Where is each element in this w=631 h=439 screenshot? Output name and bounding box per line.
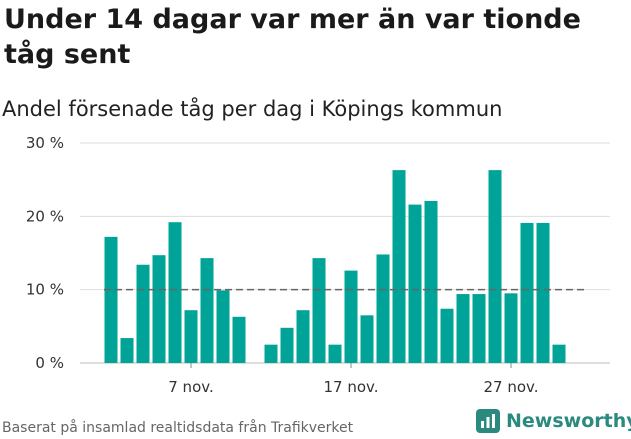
bar (312, 258, 326, 363)
bar (344, 270, 358, 363)
bar (360, 315, 374, 363)
x-tick-label: 27 nov. (483, 378, 538, 396)
bar (408, 204, 422, 363)
bar (472, 294, 486, 363)
bar-chart-logo-icon (476, 409, 500, 433)
y-tick-label: 20 % (26, 207, 64, 225)
y-tick-label: 10 % (26, 281, 64, 299)
bar (536, 222, 550, 363)
page-title: Under 14 dagar var mer än var tionde tåg… (4, 4, 581, 70)
x-tick-label: 17 nov. (323, 378, 378, 396)
y-tick-label: 0 % (35, 354, 64, 372)
bar (552, 344, 566, 363)
x-tick-label: 7 nov. (168, 378, 213, 396)
y-tick-label: 30 % (26, 134, 64, 152)
bar (136, 264, 150, 363)
bar (296, 310, 310, 363)
bar (264, 344, 278, 363)
chart-subtitle: Andel försenade tåg per dag i Köpings ko… (2, 97, 503, 121)
brand-name: Newsworthy (506, 410, 631, 432)
bar (216, 290, 230, 363)
brand-logo[interactable]: Newsworthy (476, 409, 631, 433)
bar-chart: 0 % 10 % 20 % 30 % 7 nov. 17 nov. 27 nov. (26, 134, 610, 396)
bar (232, 316, 246, 363)
bar (520, 222, 534, 363)
bar (504, 293, 518, 363)
bar (120, 338, 134, 363)
bar (104, 236, 118, 363)
bar (392, 170, 406, 363)
bar (328, 344, 342, 363)
bar (456, 294, 470, 363)
bar (152, 255, 166, 363)
bar (488, 170, 502, 363)
bar (200, 258, 214, 363)
bar (280, 327, 294, 363)
bar (424, 200, 438, 363)
bar (168, 222, 182, 363)
bar (376, 254, 390, 363)
bar (184, 310, 198, 363)
bar (440, 308, 454, 363)
source-note: Baserat på insamlad realtidsdata från Tr… (2, 420, 354, 436)
